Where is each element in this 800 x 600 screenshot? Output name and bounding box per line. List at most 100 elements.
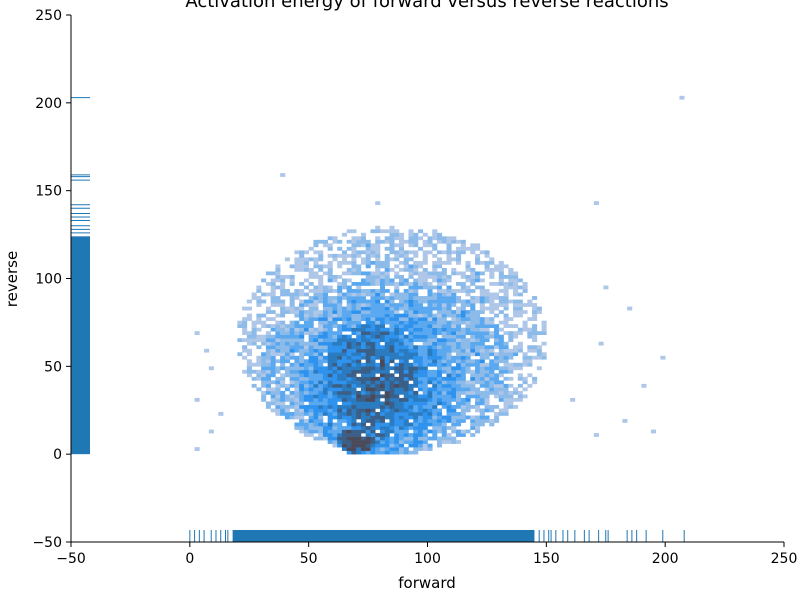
heatmap-cell	[432, 373, 438, 378]
heatmap-cell	[337, 397, 343, 402]
heatmap-cell	[503, 390, 509, 395]
heatmap-cell	[460, 369, 466, 374]
heatmap-cell	[251, 296, 257, 300]
heatmap-cell	[327, 433, 333, 437]
heatmap-cell	[379, 415, 386, 420]
heatmap-cell	[313, 412, 319, 416]
heatmap-cell	[394, 450, 400, 455]
y-tick-label: 100	[35, 272, 62, 288]
heatmap-cell	[375, 355, 381, 360]
heatmap-cell	[508, 324, 514, 328]
heatmap-cell	[398, 345, 405, 350]
heatmap-cell	[456, 404, 462, 409]
heatmap-cell	[503, 348, 509, 353]
heatmap-cell	[337, 303, 343, 307]
heatmap-cell	[332, 324, 338, 328]
heatmap-cell	[251, 292, 257, 297]
heatmap-cell	[341, 345, 347, 350]
heatmap-cell	[375, 246, 381, 251]
heatmap-cell	[593, 433, 599, 437]
heatmap-cell	[494, 373, 500, 378]
heatmap-cell	[479, 334, 485, 339]
heatmap-cell	[294, 408, 300, 413]
heatmap-cell	[570, 397, 576, 402]
heatmap-cell	[327, 408, 333, 413]
heatmap-cell	[308, 331, 314, 336]
heatmap-cell	[422, 422, 428, 427]
heatmap-cell	[308, 317, 314, 321]
heatmap-cell	[479, 338, 485, 343]
heatmap-cell	[508, 331, 514, 336]
heatmap-cell	[332, 387, 338, 392]
heatmap-cell	[299, 250, 305, 255]
heatmap-cell	[337, 429, 343, 434]
heatmap-cell	[437, 250, 443, 255]
heatmap-cell	[384, 239, 390, 244]
heatmap-cell	[427, 443, 433, 448]
heatmap-cell	[365, 257, 371, 262]
heatmap-cell	[318, 267, 324, 272]
heatmap-cell	[517, 303, 523, 307]
heatmap-cell	[389, 345, 395, 350]
heatmap-cell	[332, 331, 338, 336]
heatmap-cell	[332, 390, 338, 395]
heatmap-cell	[284, 387, 290, 392]
heatmap-cell	[337, 394, 343, 399]
heatmap-cell	[460, 429, 466, 434]
heatmap-cell	[422, 447, 428, 451]
heatmap-cell	[365, 426, 371, 430]
heatmap-cell	[536, 310, 542, 314]
heatmap-cell	[484, 296, 490, 300]
heatmap-cell	[417, 401, 424, 406]
heatmap-cell	[346, 412, 352, 416]
heatmap-cell	[360, 436, 367, 441]
heatmap-cell	[494, 334, 500, 339]
heatmap-cell	[242, 348, 248, 353]
heatmap-cell	[437, 387, 443, 392]
heatmap-cell	[427, 404, 433, 409]
heatmap-cell	[299, 338, 305, 343]
heatmap-cell	[318, 359, 324, 364]
heatmap-cell	[398, 338, 405, 343]
heatmap-cell	[375, 447, 381, 451]
heatmap-cell	[470, 415, 476, 420]
heatmap-cell	[456, 324, 462, 328]
heatmap-cell	[379, 331, 386, 336]
heatmap-cell	[218, 412, 224, 416]
heatmap-cell	[408, 348, 414, 353]
heatmap-cell	[308, 327, 314, 332]
heatmap-cell	[332, 289, 338, 293]
heatmap-cell	[360, 422, 367, 427]
heatmap-cell	[365, 331, 371, 336]
heatmap-cell	[441, 440, 447, 444]
heatmap-cell	[432, 412, 438, 416]
heatmap-cell	[375, 320, 381, 325]
heatmap-cell	[517, 292, 523, 297]
heatmap-cell	[465, 331, 471, 336]
heatmap-cell	[494, 394, 500, 399]
heatmap-cell	[422, 299, 428, 304]
heatmap-cell	[446, 257, 452, 262]
heatmap-cell	[389, 257, 395, 262]
heatmap-cell	[456, 359, 462, 364]
heatmap-cell	[251, 320, 257, 325]
heatmap-cell	[280, 412, 286, 416]
heatmap-cell	[275, 320, 281, 325]
heatmap-cell	[284, 306, 290, 311]
heatmap-cell	[593, 201, 599, 206]
heatmap-cell	[384, 341, 390, 346]
heatmap-cell	[479, 341, 485, 346]
heatmap-cell	[370, 362, 376, 367]
heatmap-cell	[389, 450, 395, 455]
heatmap-cell	[365, 338, 371, 343]
heatmap-cell	[337, 404, 343, 409]
heatmap-cell	[256, 355, 262, 360]
heatmap-cell	[375, 236, 381, 241]
heatmap-cell	[308, 352, 314, 357]
heatmap-cell	[394, 257, 400, 262]
heatmap-cell	[408, 239, 414, 244]
heatmap-cell	[341, 387, 347, 392]
heatmap-cell	[470, 299, 476, 304]
heatmap-cell	[346, 380, 352, 385]
heatmap-cell	[261, 376, 267, 381]
